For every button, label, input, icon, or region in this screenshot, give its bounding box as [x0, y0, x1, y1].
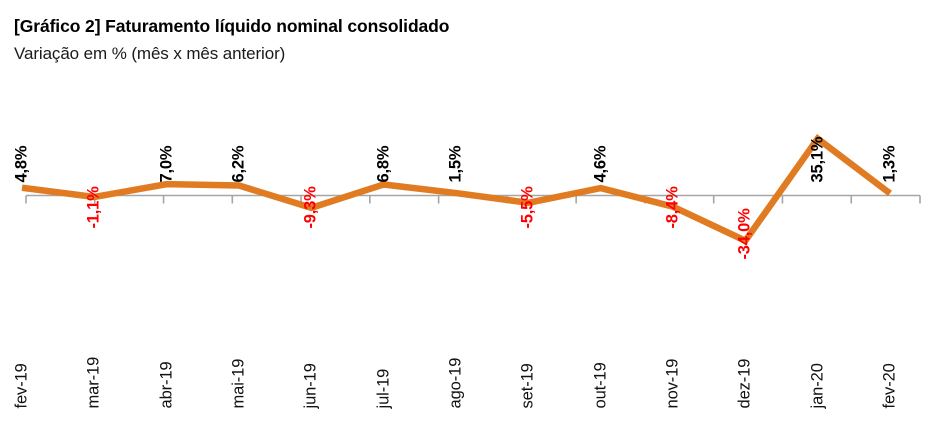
x-axis-label-jun-19: jun-19 — [301, 363, 320, 409]
x-axis-label-mar-19: mar-19 — [84, 356, 103, 409]
x-axis-label-fev-20: fev-20 — [880, 363, 899, 409]
x-axis-label-out-19: out-19 — [591, 362, 610, 409]
x-axis-label-abr-19: abr-19 — [157, 361, 176, 409]
data-label-fev-20: 1,3% — [880, 145, 899, 183]
data-label-jan-20: 35,1% — [808, 136, 827, 183]
chart-subtitle: Variação em % (mês x mês anterior) — [14, 44, 286, 63]
data-label-out-19: 4,6% — [591, 145, 610, 183]
x-axis-label-dez-19: dez-19 — [735, 358, 754, 409]
data-label-jun-19: -9,3% — [301, 186, 320, 229]
data-label-mar-19: -1,1% — [84, 186, 103, 229]
x-axis-label-nov-19: nov-19 — [663, 358, 682, 409]
data-series-line — [21, 134, 892, 245]
data-label-set-19: -5,5% — [518, 186, 537, 229]
x-axis-label-ago-19: ago-19 — [446, 357, 465, 409]
data-label-ago-19: 1,5% — [446, 145, 465, 183]
data-label-nov-19: -8,4% — [663, 186, 682, 229]
data-label-abr-19: 7,0% — [157, 145, 176, 183]
x-axis-label-mai-19: mai-19 — [229, 358, 248, 409]
x-axis-label-jan-20: jan-20 — [808, 363, 827, 409]
x-axis-label-set-19: set-19 — [518, 363, 537, 409]
data-label-mai-19: 6,2% — [229, 145, 248, 183]
x-axis-label-fev-19: fev-19 — [12, 363, 31, 409]
x-axis-label-jul-19: jul-19 — [374, 368, 393, 409]
page-title: [Gráfico 2] Faturamento líquido nominal … — [14, 16, 450, 36]
data-label-jul-19: 6,8% — [374, 145, 393, 183]
data-label-fev-19: 4,8% — [12, 145, 31, 183]
data-label-dez-19: -34,0% — [735, 208, 754, 260]
